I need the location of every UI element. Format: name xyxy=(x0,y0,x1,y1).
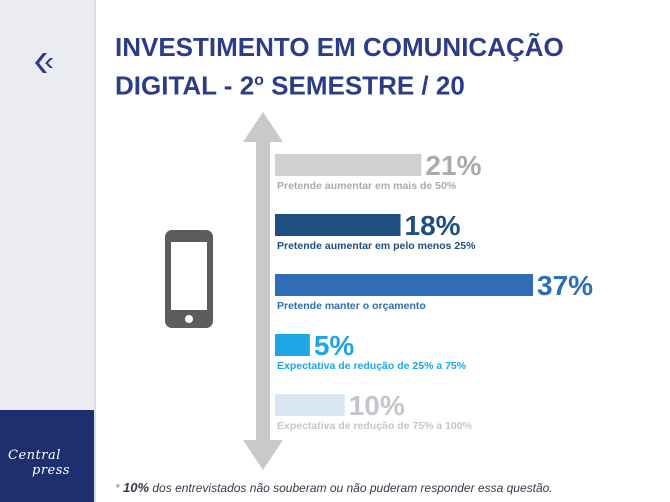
title-line2: DIGITAL - 2o SEMESTRE / 20 xyxy=(115,64,655,103)
category-label-2: Pretende aumentar em pelo menos 25% xyxy=(277,240,476,252)
category-label-3: Pretende manter o orçamento xyxy=(277,300,426,312)
value-label-1: 21% xyxy=(425,150,481,181)
bars-group: 21%Pretende aumentar em mais de 50%18%Pr… xyxy=(275,150,593,432)
title-line2-sup: o xyxy=(254,72,264,89)
footnote: * 10% dos entrevistados não souberam ou … xyxy=(115,480,655,495)
bar-4 xyxy=(275,334,310,356)
bar-3 xyxy=(275,274,533,296)
value-label-5: 10% xyxy=(349,390,405,421)
value-label-2: 18% xyxy=(405,210,461,241)
footnote-text: dos entrevistados não souberam ou não pu… xyxy=(149,481,553,495)
title-line1: INVESTIMENTO EM COMUNICAÇÃO xyxy=(115,32,564,62)
brand-line1: Central xyxy=(8,448,61,463)
value-label-4: 5% xyxy=(314,330,355,361)
sidebar-divider xyxy=(94,0,96,502)
brand-logo: Central press xyxy=(8,448,88,478)
title-line2-end: SEMESTRE / 20 xyxy=(263,70,465,101)
vertical-double-arrow-icon xyxy=(243,112,283,470)
page-title: INVESTIMENTO EM COMUNICAÇÃO DIGITAL - 2o… xyxy=(115,30,655,103)
bar-1 xyxy=(275,154,422,176)
c-logo-icon xyxy=(35,53,53,73)
smartphone-icon xyxy=(165,230,213,328)
value-label-3: 37% xyxy=(537,270,593,301)
category-label-4: Expectativa de redução de 25% a 75% xyxy=(277,360,467,372)
brand-line2: press xyxy=(32,463,71,478)
bar-5 xyxy=(275,394,345,416)
bar-2 xyxy=(275,214,401,236)
category-label-1: Pretende aumentar em mais de 50% xyxy=(277,180,457,192)
footnote-highlight: 10% xyxy=(123,480,150,495)
title-line2-main: DIGITAL - 2 xyxy=(115,70,255,101)
brand-panel xyxy=(0,410,94,502)
category-label-5: Expectativa de redução de 75% a 100% xyxy=(277,420,473,432)
footnote-star: * xyxy=(115,481,120,495)
